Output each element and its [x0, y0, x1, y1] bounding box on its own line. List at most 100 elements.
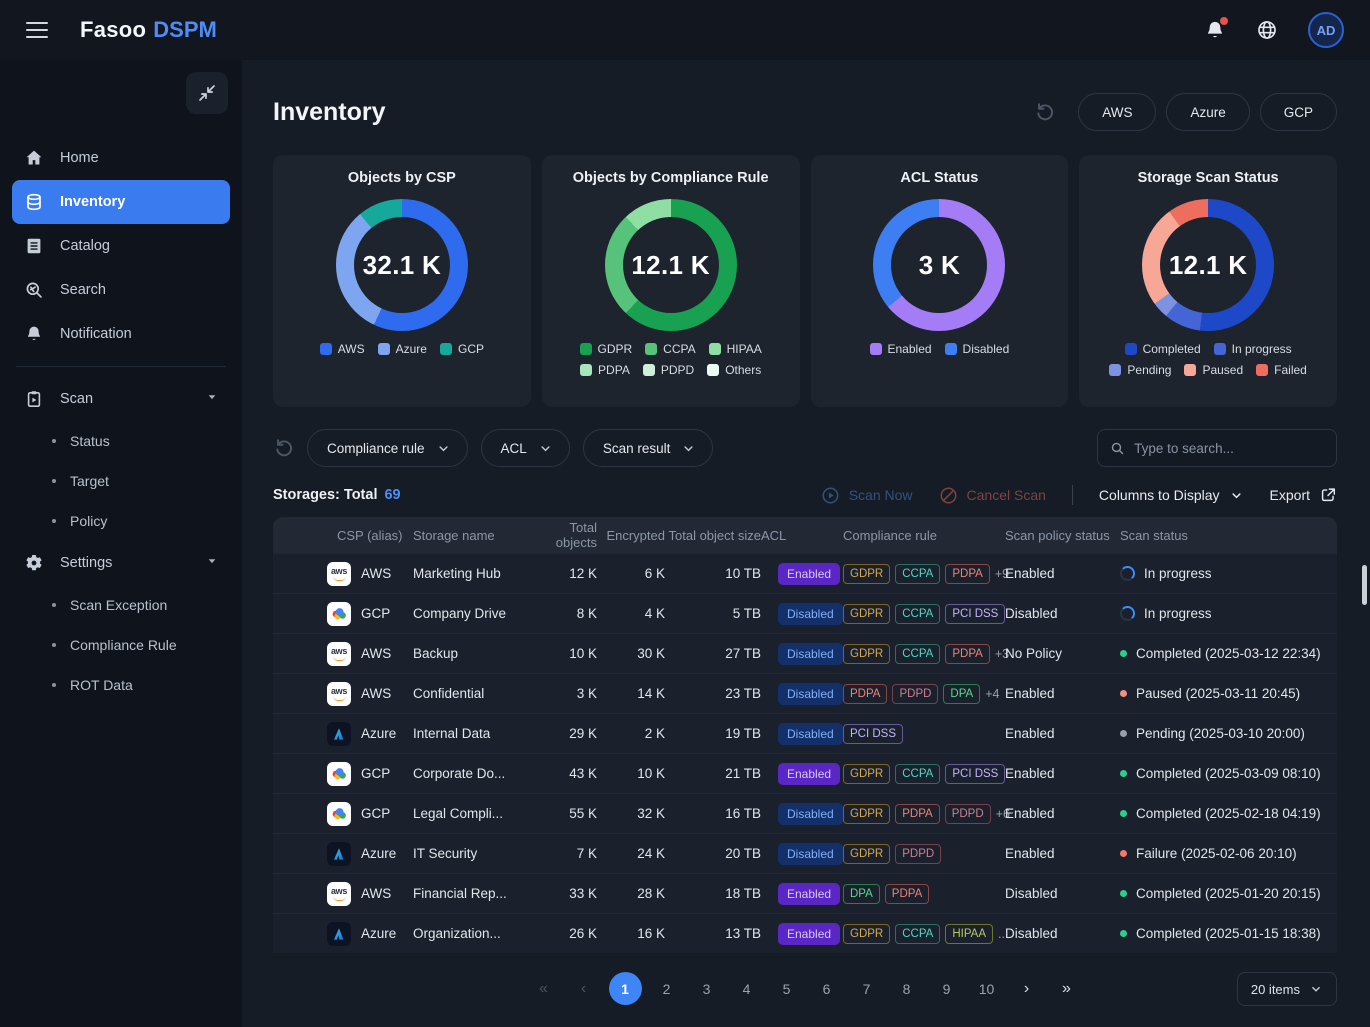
divider: [1071, 485, 1073, 505]
sidebar-subitem-label: Target: [70, 473, 109, 489]
sidebar-collapse-button[interactable]: [186, 72, 228, 114]
rule-badge: CCPA: [895, 763, 941, 784]
sidebar-subitem-scan-exception[interactable]: Scan Exception: [12, 585, 230, 625]
notification-bell-icon[interactable]: [1204, 17, 1228, 41]
legend-swatch: [707, 364, 720, 376]
sidebar-item-scan[interactable]: Scan: [12, 377, 230, 421]
pagination-page-9[interactable]: 9: [942, 980, 951, 997]
table-row[interactable]: Azure Organization... 26 K 16 K 13 TB Enabled…: [273, 913, 1337, 953]
pagination-page-6[interactable]: 6: [822, 980, 831, 997]
scan-now-button[interactable]: Scan Now: [821, 486, 913, 505]
pagination-page-2[interactable]: 2: [662, 980, 671, 997]
sidebar-item-search[interactable]: Search: [12, 268, 230, 312]
chart-card-2: Objects by Compliance Rule 12.1 K GDPR CCPA…: [541, 155, 800, 407]
export-button[interactable]: Export: [1270, 486, 1337, 504]
csp-filter-aws[interactable]: AWS: [1078, 93, 1157, 131]
scan-icon: [24, 389, 44, 409]
storage-name: Company Drive: [413, 606, 507, 621]
compliance-rules: DPA PDPA: [843, 883, 1005, 904]
rule-badge: GDPR: [843, 923, 891, 944]
csp-filter-azure[interactable]: Azure: [1166, 93, 1250, 131]
filter-dropdown-scan-result[interactable]: Scan result: [582, 429, 714, 467]
filter-dropdown-acl[interactable]: ACL: [480, 429, 570, 467]
sidebar-subitem-policy[interactable]: Policy: [12, 501, 230, 541]
compliance-rules: GDPR PDPA PDPD +6: [843, 803, 1010, 824]
encrypted: 4 K: [644, 606, 665, 621]
pagination-page-8[interactable]: 8: [902, 980, 911, 997]
csp-cell: Azure: [327, 841, 413, 866]
encrypted: 6 K: [644, 566, 665, 581]
sidebar-item-settings[interactable]: Settings: [12, 541, 230, 585]
cancel-scan-button[interactable]: Cancel Scan: [939, 486, 1046, 505]
table-refresh-icon[interactable]: [273, 437, 295, 459]
scan-status: Completed (2025-01-15 18:38): [1120, 926, 1337, 941]
search-input[interactable]: [1134, 440, 1324, 456]
sidebar-item-home[interactable]: Home: [12, 136, 230, 180]
chevron-down-icon: [206, 555, 218, 571]
avatar[interactable]: AD: [1308, 12, 1344, 48]
sidebar-item-label: Home: [60, 150, 99, 166]
rule-badge: GDPR: [843, 803, 891, 824]
rule-badge: PDPA: [895, 803, 940, 824]
pagination-next[interactable]: ›: [1023, 979, 1030, 997]
menu-icon[interactable]: [26, 22, 48, 38]
sidebar-subitem-rot-data[interactable]: ROT Data: [12, 665, 230, 705]
page-size-select[interactable]: 20 items: [1236, 972, 1337, 1006]
status-dot: [1120, 810, 1127, 817]
sidebar-divider: [16, 366, 226, 367]
search-box: [1097, 429, 1337, 467]
bullet-icon: [52, 603, 56, 607]
csp-cell: GCP: [327, 801, 413, 826]
play-circle-icon: [822, 487, 839, 503]
language-globe-icon[interactable]: [1256, 19, 1278, 41]
csp-cell: aws AWS: [327, 641, 413, 666]
legend-label: AWS: [337, 342, 365, 356]
gcp-icon: [327, 761, 351, 786]
acl-cell: Disabled: [761, 682, 843, 705]
sidebar-subitem-compliance-rule[interactable]: Compliance Rule: [12, 625, 230, 665]
dropdown-label: Compliance rule: [327, 440, 425, 456]
pagination-page-3[interactable]: 3: [702, 980, 711, 997]
table-row[interactable]: GCP Legal Compli... 55 K 32 K 16 TB Disabled G…: [273, 793, 1337, 833]
pagination-prev[interactable]: ‹: [580, 979, 587, 997]
table-row[interactable]: Azure IT Security 7 K 24 K 20 TB Disabled GDPR…: [273, 833, 1337, 873]
pagination-first[interactable]: «: [539, 979, 548, 997]
pagination-page-4[interactable]: 4: [742, 980, 751, 997]
table-row[interactable]: aws AWS Financial Rep... 33 K 28 K 18 TB Enabl…: [273, 873, 1337, 913]
sidebar-subitem-target[interactable]: Target: [12, 461, 230, 501]
refresh-icon[interactable]: [1034, 101, 1056, 123]
acl-cell: Enabled: [761, 762, 843, 785]
csp-alias: AWS: [361, 566, 392, 581]
legend-item: GDPR: [579, 342, 632, 356]
scan-policy-status: Enabled: [1005, 686, 1055, 701]
sidebar-item-inventory[interactable]: Inventory: [12, 180, 230, 224]
table-row[interactable]: aws AWS Confidential 3 K 14 K 23 TB Disabled PD…: [273, 673, 1337, 713]
pagination-last[interactable]: »: [1062, 979, 1071, 997]
sidebar-item-notification[interactable]: Notification: [12, 312, 230, 356]
filter-dropdown-compliance-rule[interactable]: Compliance rule: [307, 429, 468, 467]
rules-extra: ...: [1010, 606, 1021, 621]
status-dot: [1120, 930, 1127, 937]
column-header: Storage name: [413, 527, 495, 543]
scan-policy-status: Disabled: [1005, 606, 1058, 621]
total-object-size: 23 TB: [725, 686, 761, 701]
csp-alias: GCP: [361, 606, 391, 621]
sidebar-subitem-status[interactable]: Status: [12, 421, 230, 461]
scrollbar-thumb[interactable]: [1362, 565, 1367, 605]
sidebar-item-catalog[interactable]: Catalog: [12, 224, 230, 268]
pagination-page-7[interactable]: 7: [862, 980, 871, 997]
acl-cell: Disabled: [761, 722, 843, 745]
table-row[interactable]: aws AWS Backup 10 K 30 K 27 TB Disabled GDPR CCP…: [273, 633, 1337, 673]
legend-swatch: [439, 343, 452, 355]
columns-to-display-button[interactable]: Columns to Display: [1099, 487, 1244, 503]
pagination-page-1[interactable]: 1: [608, 972, 642, 1005]
pagination-page-5[interactable]: 5: [782, 980, 791, 997]
csp-filter-gcp[interactable]: GCP: [1259, 93, 1337, 131]
pagination-page-10[interactable]: 10: [978, 980, 995, 997]
table-row[interactable]: GCP Corporate Do... 43 K 10 K 21 TB Enabled GD…: [273, 753, 1337, 793]
page-title: Inventory: [273, 97, 386, 126]
table-row[interactable]: Azure Internal Data 29 K 2 K 19 TB Disabled PC…: [273, 713, 1337, 753]
scan-status: In progress: [1120, 606, 1337, 621]
